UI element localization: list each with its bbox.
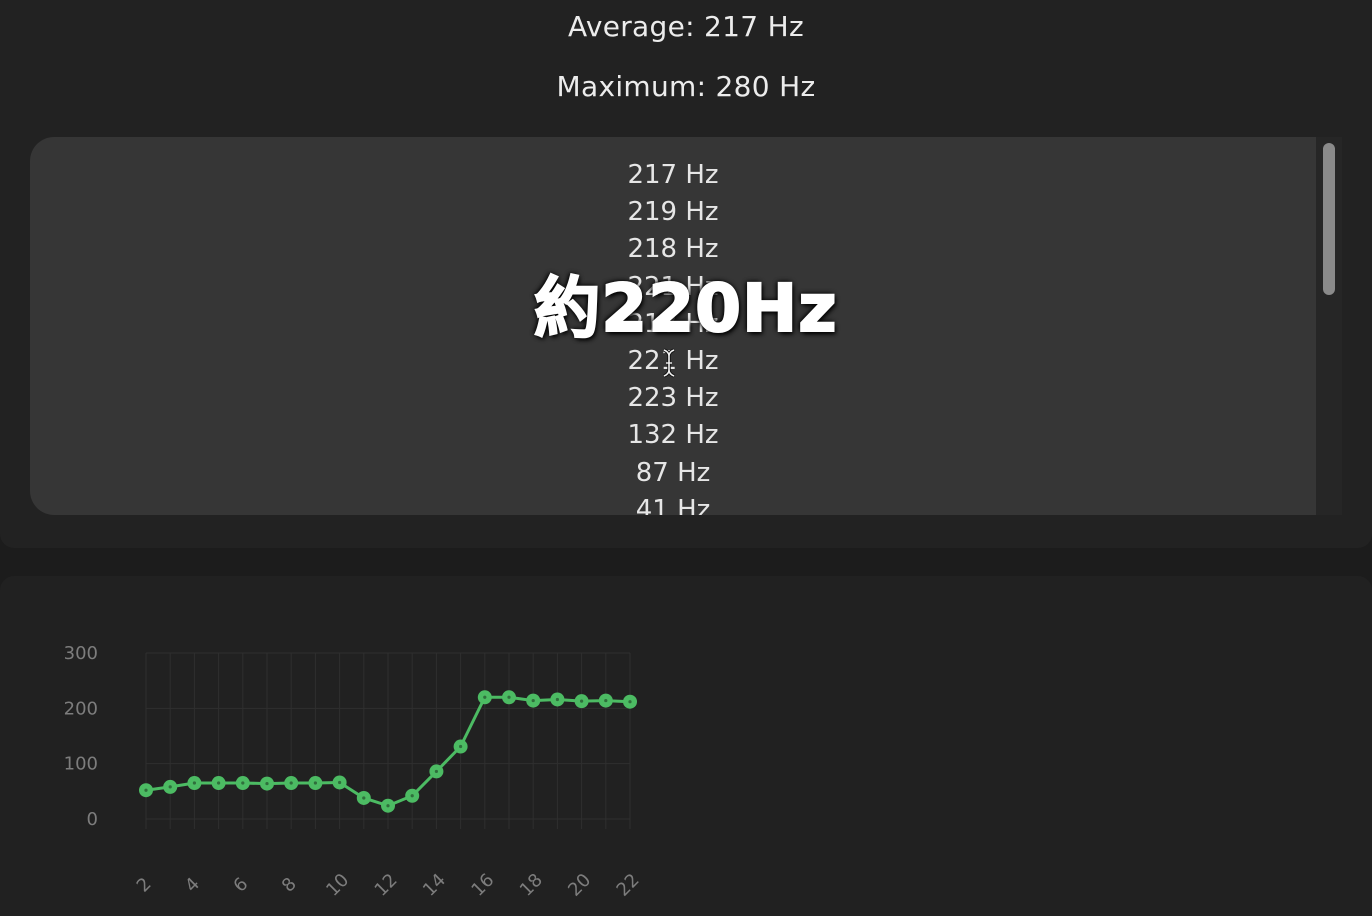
x-tick-label: 2	[133, 874, 156, 897]
y-tick-label: 200	[64, 698, 98, 719]
data-point-center	[483, 695, 487, 699]
data-point-center	[144, 788, 148, 792]
reading-item[interactable]: 217 Hz	[627, 160, 719, 190]
data-point-center	[434, 769, 438, 774]
x-tick-label: 16	[467, 870, 498, 901]
y-tick-label: 0	[87, 809, 98, 830]
reading-item[interactable]: 221 Hz	[627, 271, 719, 302]
readings-list-items: 217 Hz 219 Hz 218 Hz 221 Hz 218 Hz 221 Hz 223 …	[30, 157, 1316, 515]
x-tick-label: 22	[613, 870, 644, 901]
average-frequency: Average: 217 Hz	[568, 10, 804, 43]
data-point-center	[410, 794, 414, 798]
readings-list[interactable]: 217 Hz 219 Hz 218 Hz 221 Hz 218 Hz 221 Hz 223 …	[30, 137, 1316, 515]
text-cursor-icon	[663, 348, 675, 378]
data-point-center	[507, 695, 511, 699]
data-point-center	[555, 697, 560, 702]
overlay-caption: 約220Hz	[533, 269, 838, 348]
reading-item[interactable]: 132 Hz	[627, 420, 719, 451]
reading-item[interactable]: 87 Hz	[635, 457, 711, 488]
data-point-center	[386, 804, 390, 808]
reading-item[interactable]: 218 Hz	[627, 234, 719, 265]
x-tick-label: 6	[229, 874, 252, 897]
reading-item[interactable]: 41 Hz	[635, 494, 711, 515]
frequency-chart-panel: 300 200 100 0 2 4 6 8 10 12 14 16 18 20 22	[0, 576, 1372, 916]
reading-item[interactable]: 218 Hz	[627, 308, 719, 339]
data-point-center	[217, 781, 221, 785]
x-tick-label: 14	[419, 870, 450, 901]
data-point-center	[241, 781, 245, 785]
data-point-center	[628, 700, 632, 704]
x-tick-label: 10	[322, 870, 353, 901]
data-point-center	[531, 698, 535, 703]
y-tick-label: 300	[64, 643, 98, 664]
data-point-center	[459, 744, 463, 749]
x-tick-label: 12	[371, 870, 402, 901]
reading-item[interactable]: 219 Hz	[627, 197, 719, 228]
frequency-line-chart: 300 200 100 0 2 4 6 8 10 12 14 16 18 20 22	[64, 643, 644, 901]
x-tick-label: 4	[181, 874, 204, 897]
x-tick-label: 8	[278, 874, 301, 897]
data-point-center	[580, 699, 584, 703]
data-point-center	[192, 781, 196, 785]
data-point-center	[265, 781, 269, 786]
data-point-center	[604, 698, 608, 703]
scrollbar-thumb[interactable]	[1323, 143, 1335, 295]
data-point-center	[289, 781, 293, 785]
y-tick-label: 100	[64, 754, 98, 775]
reading-item[interactable]: 223 Hz	[627, 383, 719, 414]
pitch-stats-panel: Average: 217 Hz Maximum: 280 Hz 217 Hz 21…	[30, 10, 1342, 515]
maximum-frequency: Maximum: 280 Hz	[556, 70, 816, 103]
data-point-center	[168, 785, 172, 789]
x-tick-label: 20	[564, 870, 595, 901]
readings-scrollbar[interactable]	[1316, 137, 1342, 515]
data-point-center	[362, 796, 366, 800]
x-tick-label: 18	[516, 870, 547, 901]
data-point-center	[313, 781, 317, 785]
data-point-center	[338, 780, 342, 785]
